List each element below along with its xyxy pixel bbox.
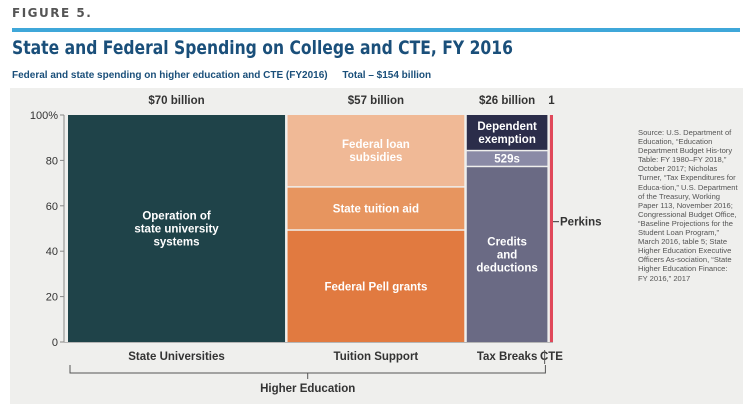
page-title: State and Federal Spending on College an… [12,37,513,59]
chart-subtitle: Federal and state spending on higher edu… [12,70,443,81]
y-tick-label: 80 [46,155,58,167]
segment-operation-of-state-university-systems [68,115,286,342]
y-tick-label: 60 [46,201,58,213]
segment-credits-and-deductions [466,167,548,342]
segment-label: Operation of [142,211,211,223]
segment-label: state university [134,224,219,236]
segment-federal-pell-grants [287,230,465,342]
segment-label: systems [153,237,199,249]
y-tick-label: 20 [46,292,58,304]
y-tick-label: 0 [52,337,58,349]
segment-529s [466,151,548,166]
segment-label: subsidies [349,152,402,164]
category-label: CTE [540,351,563,363]
figure-label: FIGURE 5. [12,6,93,20]
accent-rule [12,28,740,32]
segment-label: 529s [494,154,520,166]
column-total-label: $70 billion [148,95,204,107]
total-text: Total – $154 billion [342,70,432,81]
y-tick-label: 100% [30,110,58,122]
column-total-label: $26 billion [479,95,535,107]
segment-dependent-exemption [466,115,548,150]
segment-label: exemption [478,134,536,146]
group-label: Higher Education [260,383,355,395]
category-label: Tuition Support [334,351,419,363]
segment-label: Federal Pell grants [324,281,427,293]
segment-label: Dependent [477,121,537,133]
column-total-label: 1 [548,95,555,107]
y-tick-label: 40 [46,246,58,258]
segment-perkins [549,115,553,342]
column-total-label: $57 billion [348,95,404,107]
segment-label: Federal loan [342,139,410,151]
chart-panel: 0 20 40 60 80 100% Operation of state universit… [10,88,743,404]
category-label: State Universities [128,351,225,363]
segment-state-tuition-aid [287,187,465,230]
group-bracket [69,365,546,374]
subtitle-text: Federal and state spending on higher edu… [12,70,328,81]
segment-label: and [497,250,517,262]
segment-federal-loan-subsidies [287,115,465,187]
segment-label: deductions [476,263,537,275]
segment-label: Credits [487,237,527,249]
segment-label: State tuition aid [333,203,419,215]
source-note: Source: U.S. Department of Education, “E… [638,128,738,283]
category-label: Tax Breaks [477,351,538,363]
perkins-label: Perkins [560,217,602,229]
